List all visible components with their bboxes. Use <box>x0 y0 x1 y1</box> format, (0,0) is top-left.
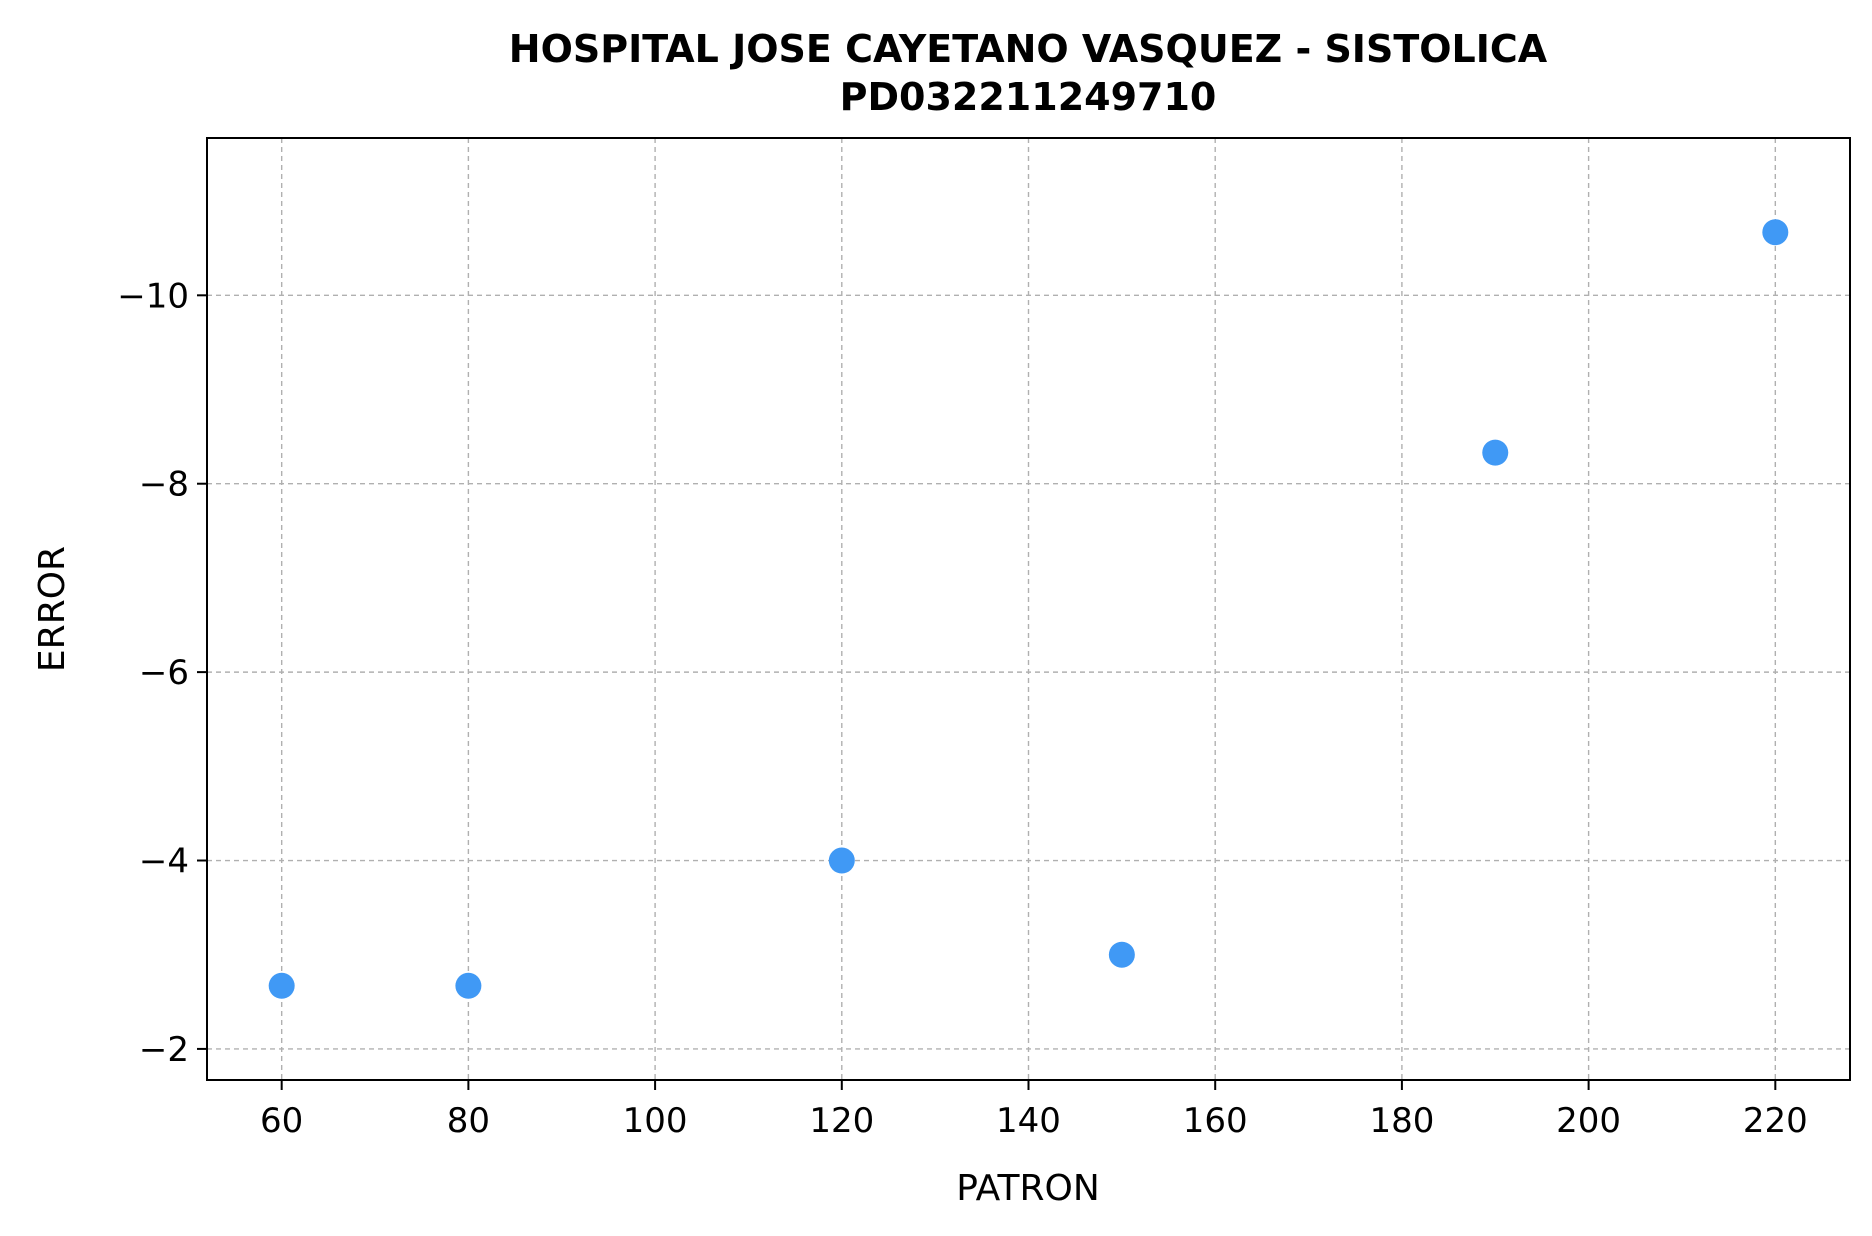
x-tick-label: 160 <box>1183 1101 1248 1141</box>
data-point <box>268 972 295 999</box>
y-tick-label: −2 <box>139 1030 189 1070</box>
x-tick-label: 120 <box>809 1101 874 1141</box>
x-tick-label: 200 <box>1556 1101 1621 1141</box>
y-tick-label: −4 <box>139 842 189 882</box>
x-tick-label: 100 <box>623 1101 688 1141</box>
data-point <box>455 972 482 999</box>
x-tick-label: 180 <box>1369 1101 1434 1141</box>
y-axis-label: ERROR <box>32 546 73 672</box>
x-tick-label: 60 <box>260 1101 303 1141</box>
data-point <box>1108 941 1135 968</box>
data-points <box>268 219 1789 999</box>
data-point <box>828 847 855 874</box>
x-axis: 60 80 100 120 140 160 180 200 220 <box>260 1080 1808 1141</box>
data-point <box>1762 219 1789 246</box>
x-tick-label: 80 <box>447 1101 490 1141</box>
data-point <box>1482 439 1509 466</box>
x-tick-label: 220 <box>1743 1101 1808 1141</box>
chart-title-line2: PD032211249710 <box>840 75 1217 119</box>
x-tick-label: 140 <box>996 1101 1061 1141</box>
grid <box>207 138 1850 1080</box>
y-tick-label: −10 <box>117 276 189 316</box>
y-tick-label: −6 <box>139 653 189 693</box>
y-axis: −10 −8 −6 −4 −2 <box>117 276 207 1070</box>
chart-title-line1: HOSPITAL JOSE CAYETANO VASQUEZ - SISTOLI… <box>509 27 1548 71</box>
x-axis-label: PATRON <box>956 1168 1100 1209</box>
plot-frame <box>206 137 1851 1081</box>
y-tick-label: −8 <box>139 465 189 505</box>
